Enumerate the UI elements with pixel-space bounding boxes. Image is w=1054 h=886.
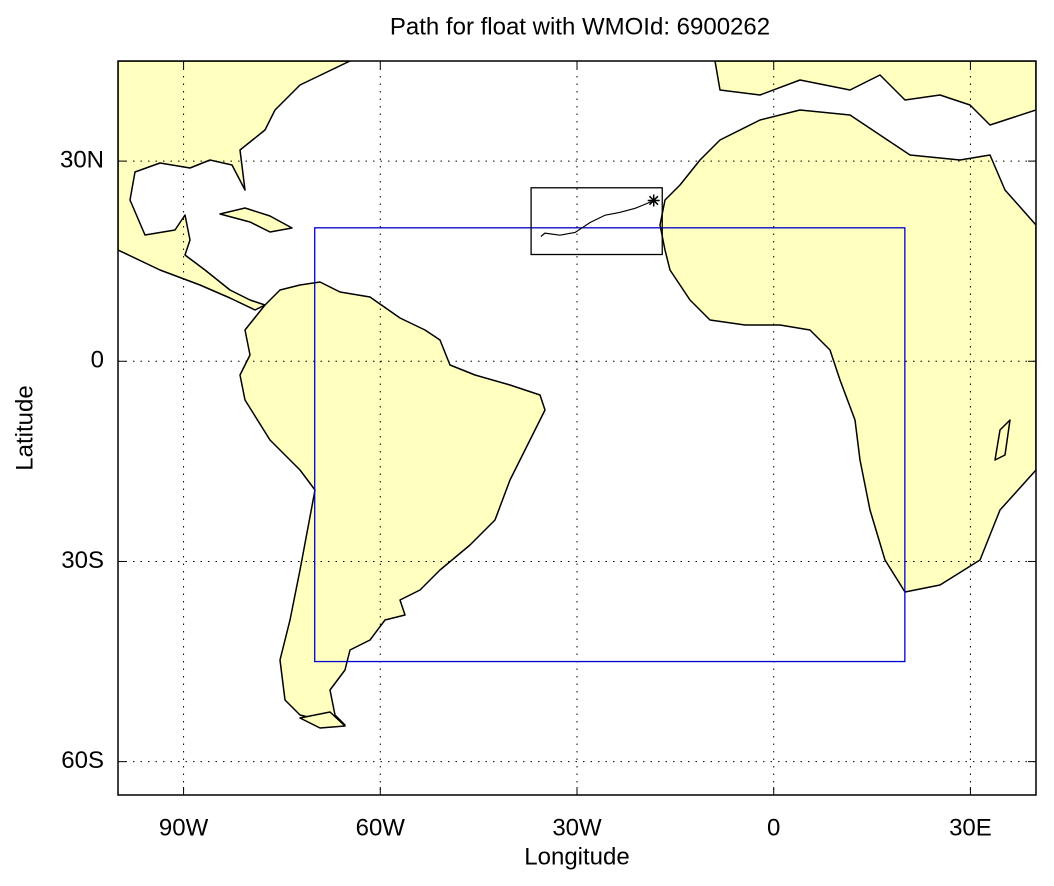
chart-title: Path for float with WMOId: 6900262 xyxy=(390,13,770,40)
y-tick-label: 60S xyxy=(61,747,104,774)
region-box xyxy=(530,187,663,256)
y-axis-label: Latitude xyxy=(11,385,38,470)
y-tick-label: 30N xyxy=(60,146,104,173)
x-tick-label: 0 xyxy=(767,814,780,841)
madagascar xyxy=(994,419,1011,461)
float-track xyxy=(540,199,654,237)
last-position-marker xyxy=(647,194,660,207)
north-america xyxy=(118,61,351,311)
x-axis-label: Longitude xyxy=(524,843,629,870)
x-tick-label: 30W xyxy=(552,814,602,841)
y-tick-label: 30S xyxy=(61,547,104,574)
region-box xyxy=(314,227,906,663)
europe xyxy=(714,61,1036,126)
africa xyxy=(659,109,1036,593)
x-tick-label: 30E xyxy=(949,814,992,841)
cuba xyxy=(219,207,293,233)
x-tick-label: 60W xyxy=(356,814,406,841)
tierra-del-fuego xyxy=(299,711,346,729)
y-tick-label: 0 xyxy=(91,347,104,374)
land xyxy=(118,61,1036,729)
x-tick-label: 90W xyxy=(159,814,209,841)
